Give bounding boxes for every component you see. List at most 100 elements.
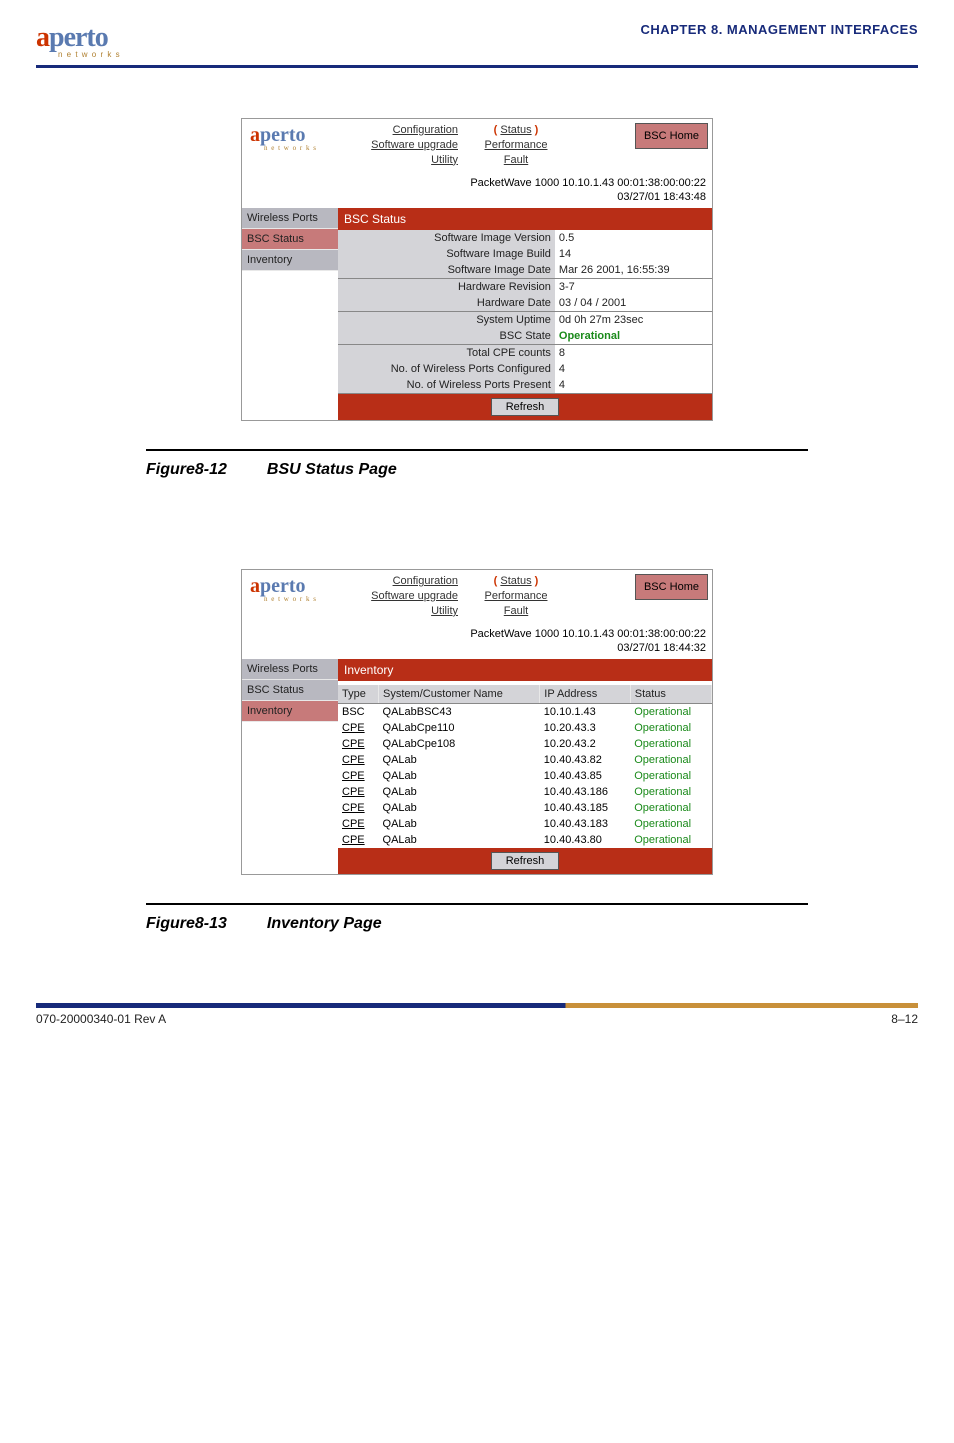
status-table: Software Image Version0.5Software Image … xyxy=(338,230,712,394)
cell-name: QALabCpe108 xyxy=(379,736,540,752)
refresh-bar: Refresh xyxy=(338,848,712,874)
table-row: CPEQALabCpe10810.20.43.2Operational xyxy=(338,736,712,752)
nav-utility[interactable]: Utility xyxy=(431,153,458,168)
caption-number: Figure8-13 xyxy=(146,915,227,932)
cell-ip: 10.40.43.85 xyxy=(540,768,630,784)
cell-ip: 10.40.43.183 xyxy=(540,816,630,832)
cell-status: Operational xyxy=(630,752,711,768)
status-row: Software Image Version0.5 xyxy=(338,230,712,246)
table-header: Status xyxy=(630,685,711,704)
nav-software-upgrade[interactable]: Software upgrade xyxy=(371,589,458,604)
cell-type[interactable]: CPE xyxy=(338,768,379,784)
nav-status[interactable]: Status xyxy=(500,124,531,136)
cell-name: QALabBSC43 xyxy=(379,704,540,721)
sidebar: Wireless PortsBSC StatusInventory xyxy=(242,208,338,420)
nav-status[interactable]: Status xyxy=(500,575,531,587)
cell-ip: 10.10.1.43 xyxy=(540,704,630,721)
status-label: Hardware Revision xyxy=(338,279,555,296)
cell-ip: 10.20.43.2 xyxy=(540,736,630,752)
status-row: Software Image DateMar 26 2001, 16:55:39 xyxy=(338,262,712,279)
status-value: 3-7 xyxy=(555,279,712,296)
nav-performance[interactable]: Performance xyxy=(485,589,548,604)
cell-type[interactable]: CPE xyxy=(338,800,379,816)
caption-rule xyxy=(146,449,808,451)
cell-type[interactable]: CPE xyxy=(338,816,379,832)
status-label: No. of Wireless Ports Configured xyxy=(338,361,555,377)
cell-status: Operational xyxy=(630,832,711,848)
chapter-title: CHAPTER 8. MANAGEMENT INTERFACES xyxy=(641,22,918,37)
cell-name: QALab xyxy=(379,832,540,848)
status-label: System Uptime xyxy=(338,312,555,329)
ui-top-bar: aperto n e t w o r k s Configuration Sof… xyxy=(242,119,712,174)
cell-name: QALab xyxy=(379,768,540,784)
sidebar-item-inventory[interactable]: Inventory xyxy=(242,250,338,271)
nav-software-upgrade[interactable]: Software upgrade xyxy=(371,138,458,153)
nav-performance[interactable]: Performance xyxy=(485,138,548,153)
cell-type[interactable]: CPE xyxy=(338,784,379,800)
device-info-strip: PacketWave 1000 10.10.1.43 00:01:38:00:0… xyxy=(242,625,712,660)
status-value: 8 xyxy=(555,345,712,362)
cell-type[interactable]: CPE xyxy=(338,752,379,768)
cell-type[interactable]: BSC xyxy=(338,704,379,721)
cell-type[interactable]: CPE xyxy=(338,720,379,736)
cell-status: Operational xyxy=(630,800,711,816)
nav-configuration[interactable]: Configuration xyxy=(393,123,458,138)
page-footer: 070-20000340-01 Rev A 8–12 xyxy=(36,1003,918,1026)
figure-caption-8-12: Figure8-12BSU Status Page xyxy=(146,461,918,479)
nav-fault[interactable]: Fault xyxy=(504,604,528,619)
cell-status: Operational xyxy=(630,736,711,752)
cell-type[interactable]: CPE xyxy=(338,736,379,752)
status-value: 0.5 xyxy=(555,230,712,246)
cell-ip: 10.40.43.80 xyxy=(540,832,630,848)
caption-text: BSU Status Page xyxy=(267,461,397,478)
logo-letter: a xyxy=(36,22,49,53)
bsc-home-button[interactable]: BSC Home xyxy=(635,123,708,149)
cell-ip: 10.40.43.82 xyxy=(540,752,630,768)
caption-rule xyxy=(146,903,808,905)
refresh-button[interactable]: Refresh xyxy=(491,398,560,416)
cell-ip: 10.40.43.185 xyxy=(540,800,630,816)
cell-name: QALabCpe110 xyxy=(379,720,540,736)
status-value: Mar 26 2001, 16:55:39 xyxy=(555,262,712,279)
cell-type[interactable]: CPE xyxy=(338,832,379,848)
sidebar-item-bsc-status[interactable]: BSC Status xyxy=(242,229,338,250)
status-value: Operational xyxy=(555,328,712,345)
status-row: No. of Wireless Ports Present4 xyxy=(338,377,712,394)
cell-ip: 10.20.43.3 xyxy=(540,720,630,736)
table-row: CPEQALabCpe11010.20.43.3Operational xyxy=(338,720,712,736)
status-value: 14 xyxy=(555,246,712,262)
nav-col-left: Configuration Software upgrade Utility xyxy=(348,123,458,168)
sidebar-item-wireless-ports[interactable]: Wireless Ports xyxy=(242,659,338,680)
bsc-home-button[interactable]: BSC Home xyxy=(635,574,708,600)
cell-name: QALab xyxy=(379,784,540,800)
status-value: 03 / 04 / 2001 xyxy=(555,295,712,312)
table-row: CPEQALab10.40.43.85Operational xyxy=(338,768,712,784)
info-line-2: 03/27/01 18:44:32 xyxy=(242,641,706,655)
cell-status: Operational xyxy=(630,768,711,784)
status-row: Hardware Date03 / 04 / 2001 xyxy=(338,295,712,312)
table-row: CPEQALab10.40.43.186Operational xyxy=(338,784,712,800)
refresh-button[interactable]: Refresh xyxy=(491,852,560,870)
section-bar-inventory: Inventory xyxy=(338,659,712,681)
status-row: System Uptime0d 0h 27m 23sec xyxy=(338,312,712,329)
status-label: Total CPE counts xyxy=(338,345,555,362)
status-label: Software Image Build xyxy=(338,246,555,262)
ui-logo: aperto n e t w o r k s xyxy=(246,123,342,152)
status-row: No. of Wireless Ports Configured4 xyxy=(338,361,712,377)
info-line-1: PacketWave 1000 10.10.1.43 00:01:38:00:0… xyxy=(242,627,706,641)
section-bar-bsc-status: BSC Status xyxy=(338,208,712,230)
status-row: Software Image Build14 xyxy=(338,246,712,262)
bsu-status-screenshot: aperto n e t w o r k s Configuration Sof… xyxy=(241,118,713,421)
sidebar-item-bsc-status[interactable]: BSC Status xyxy=(242,680,338,701)
status-label: Software Image Version xyxy=(338,230,555,246)
nav-utility[interactable]: Utility xyxy=(431,604,458,619)
status-value: 0d 0h 27m 23sec xyxy=(555,312,712,329)
sidebar-item-inventory[interactable]: Inventory xyxy=(242,701,338,722)
table-header: IP Address xyxy=(540,685,630,704)
nav-configuration[interactable]: Configuration xyxy=(393,574,458,589)
nav-fault[interactable]: Fault xyxy=(504,153,528,168)
sidebar-item-wireless-ports[interactable]: Wireless Ports xyxy=(242,208,338,229)
refresh-bar: Refresh xyxy=(338,394,712,420)
cell-ip: 10.40.43.186 xyxy=(540,784,630,800)
logo-rest: perto xyxy=(49,22,108,53)
